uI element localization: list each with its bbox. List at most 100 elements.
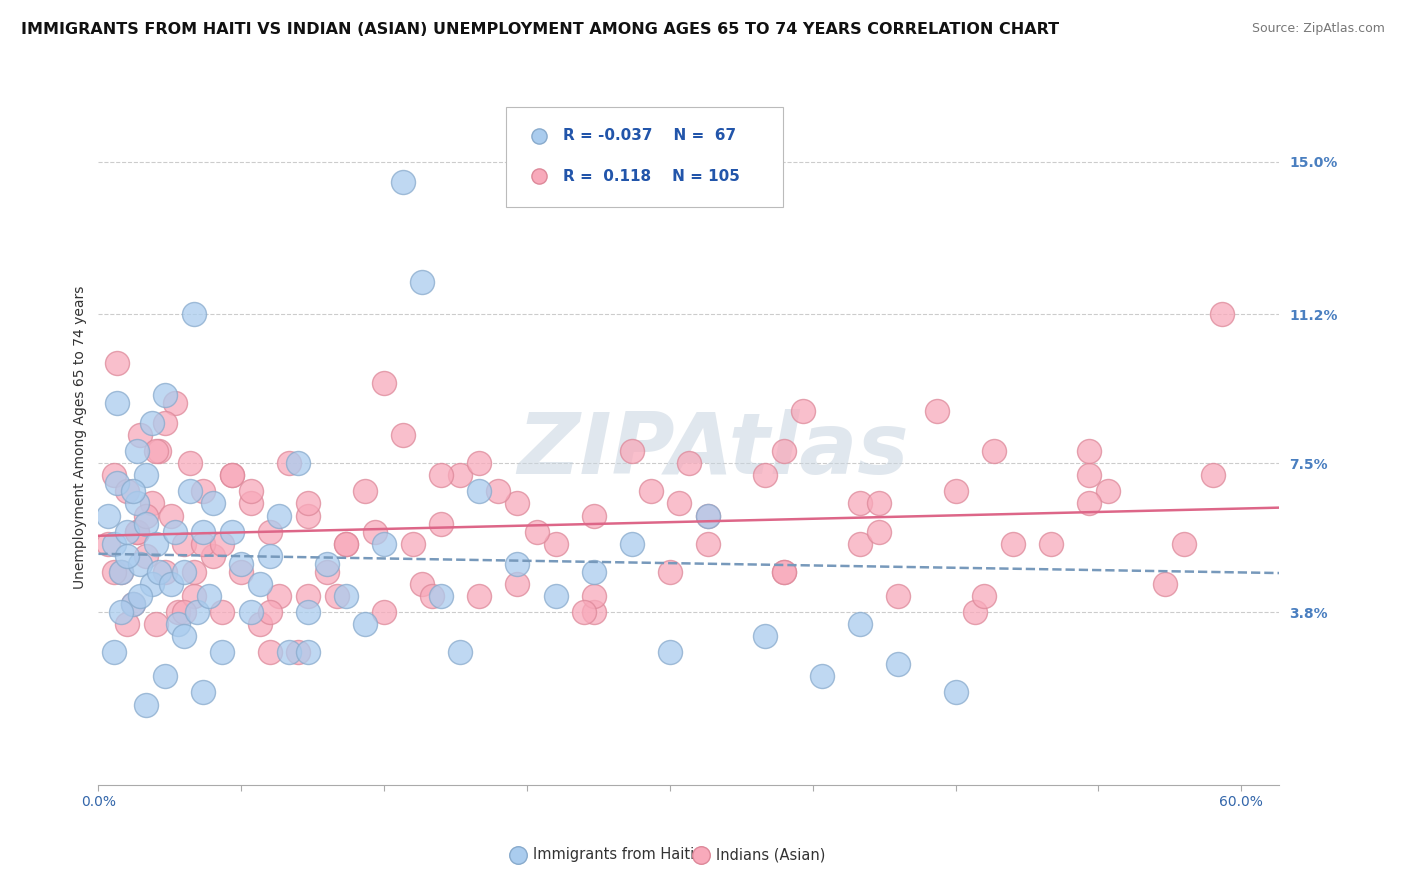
Point [1097, 484, 1119, 499]
Point [153, 565, 176, 579]
Point [658, 645, 681, 659]
Point [239, 484, 262, 499]
Point [125, 444, 148, 458]
Point [468, 456, 491, 470]
Point [582, 605, 605, 619]
Point [316, 557, 339, 571]
Point [887, 657, 910, 672]
Point [159, 577, 181, 591]
Point [221, 468, 243, 483]
Point [167, 617, 190, 632]
Point [115, 617, 138, 632]
Point [125, 524, 148, 539]
Point [201, 496, 224, 510]
Point [153, 388, 176, 402]
Point [335, 536, 357, 550]
Point [773, 565, 796, 579]
Point [97, 536, 120, 550]
Point [868, 496, 890, 510]
Point [125, 524, 148, 539]
Text: IMMIGRANTS FROM HAITI VS INDIAN (ASIAN) UNEMPLOYMENT AMONG AGES 65 TO 74 YEARS C: IMMIGRANTS FROM HAITI VS INDIAN (ASIAN) … [21, 22, 1059, 37]
Text: R = -0.037    N =  67: R = -0.037 N = 67 [562, 128, 735, 144]
Point [678, 456, 700, 470]
Point [125, 496, 148, 510]
Point [231, 557, 253, 571]
Point [754, 629, 776, 643]
Point [963, 605, 986, 619]
Point [468, 484, 491, 499]
Point [193, 536, 215, 550]
Point [259, 524, 281, 539]
Point [193, 685, 215, 699]
Point [259, 605, 281, 619]
Point [211, 605, 233, 619]
Point [582, 508, 605, 523]
Point [849, 617, 872, 632]
Point [849, 536, 872, 550]
Point [373, 376, 395, 390]
Point [167, 605, 190, 619]
Point [249, 617, 271, 632]
Text: Indians (Asian): Indians (Asian) [716, 847, 825, 862]
Point [773, 444, 796, 458]
Text: ZIPAtlas: ZIPAtlas [517, 409, 908, 492]
Text: Source: ZipAtlas.com: Source: ZipAtlas.com [1251, 22, 1385, 36]
Point [316, 565, 339, 579]
Point [221, 468, 243, 483]
Text: R =  0.118    N = 105: R = 0.118 N = 105 [562, 169, 740, 184]
Point [115, 484, 138, 499]
Point [411, 577, 433, 591]
FancyBboxPatch shape [506, 106, 783, 208]
Point [468, 589, 491, 603]
Point [1078, 444, 1101, 458]
Point [1001, 536, 1024, 550]
Point [849, 496, 872, 510]
Point [110, 565, 132, 579]
Point [193, 524, 215, 539]
Point [148, 444, 170, 458]
Point [110, 565, 132, 579]
Point [526, 524, 548, 539]
Point [297, 605, 319, 619]
Point [107, 396, 129, 410]
Point [269, 589, 291, 603]
Point [335, 536, 357, 550]
Point [173, 536, 195, 550]
Point [1211, 307, 1233, 321]
Point [135, 549, 157, 563]
Point [183, 589, 205, 603]
Point [173, 565, 195, 579]
Point [183, 307, 205, 321]
Point [269, 508, 291, 523]
Point [620, 444, 643, 458]
Point [153, 669, 176, 683]
Point [103, 645, 125, 659]
Point [1078, 496, 1101, 510]
Point [668, 496, 690, 510]
Point [193, 484, 215, 499]
Point [115, 524, 138, 539]
Point [297, 496, 319, 510]
Point [363, 524, 385, 539]
Point [1154, 577, 1177, 591]
Point [544, 589, 567, 603]
Point [103, 565, 125, 579]
Point [582, 589, 605, 603]
Y-axis label: Unemployment Among Ages 65 to 74 years: Unemployment Among Ages 65 to 74 years [73, 285, 87, 589]
Point [572, 605, 595, 619]
Point [544, 536, 567, 550]
Point [373, 536, 395, 550]
Point [103, 536, 125, 550]
Point [135, 468, 157, 483]
Point [97, 508, 120, 523]
Point [173, 629, 195, 643]
Point [697, 508, 720, 523]
Point [887, 589, 910, 603]
Point [411, 275, 433, 289]
Point [231, 565, 253, 579]
Point [335, 589, 357, 603]
Point [506, 557, 529, 571]
Point [449, 468, 471, 483]
Point [107, 476, 129, 491]
Point [325, 589, 347, 603]
